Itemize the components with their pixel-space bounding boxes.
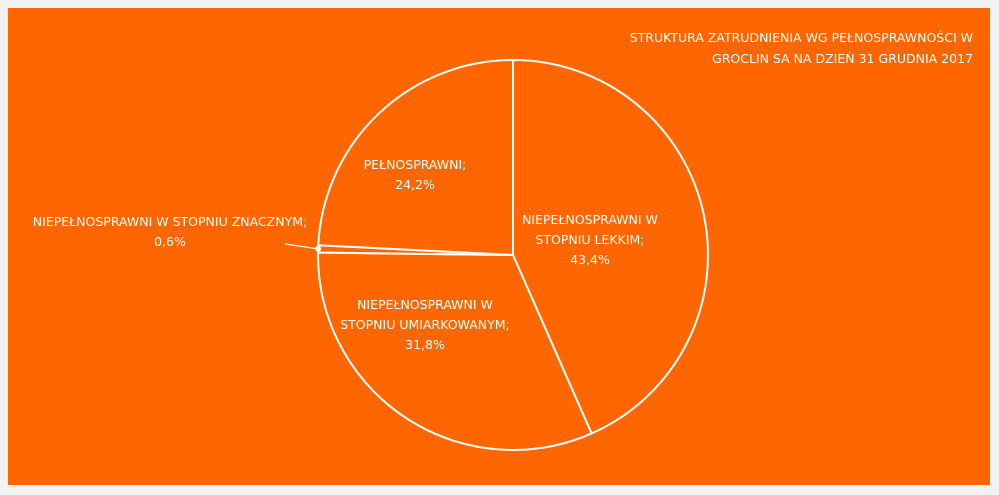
data-label: NIEPEŁNOSPRAWNI W STOPNIU LEKKIM; 43,4% — [515, 210, 665, 270]
data-label: NIEPEŁNOSPRAWNI W STOPNIU ZNACZNYM; 0,6% — [20, 212, 320, 252]
label-value: 43,4% — [570, 252, 610, 267]
pie-slice — [317, 58, 514, 257]
pie-slice — [512, 58, 709, 435]
pie-slice — [317, 251, 593, 451]
label-category: NIEPEŁNOSPRAWNI W STOPNIU ZNACZNYM; — [32, 214, 308, 229]
data-label: PEŁNOSPRAWNI; 24,2% — [350, 155, 480, 195]
leader-dot — [315, 245, 322, 252]
label-value: 31,8% — [405, 337, 445, 352]
label-category: NIEPEŁNOSPRAWNI W STOPNIU UMIARKOWANYM; — [340, 297, 510, 332]
label-value: 0,6% — [154, 234, 186, 249]
chart-title: STRUKTURA ZATRUDNIENIA WG PEŁNOSPRAWNOŚC… — [629, 30, 973, 66]
leader-line — [284, 243, 319, 250]
label-value: 24,2% — [395, 177, 435, 192]
label-category: PEŁNOSPRAWNI; — [363, 157, 467, 172]
data-label: NIEPEŁNOSPRAWNI W STOPNIU UMIARKOWANYM; … — [340, 295, 510, 355]
label-category: NIEPEŁNOSPRAWNI W STOPNIU LEKKIM; — [522, 212, 658, 247]
